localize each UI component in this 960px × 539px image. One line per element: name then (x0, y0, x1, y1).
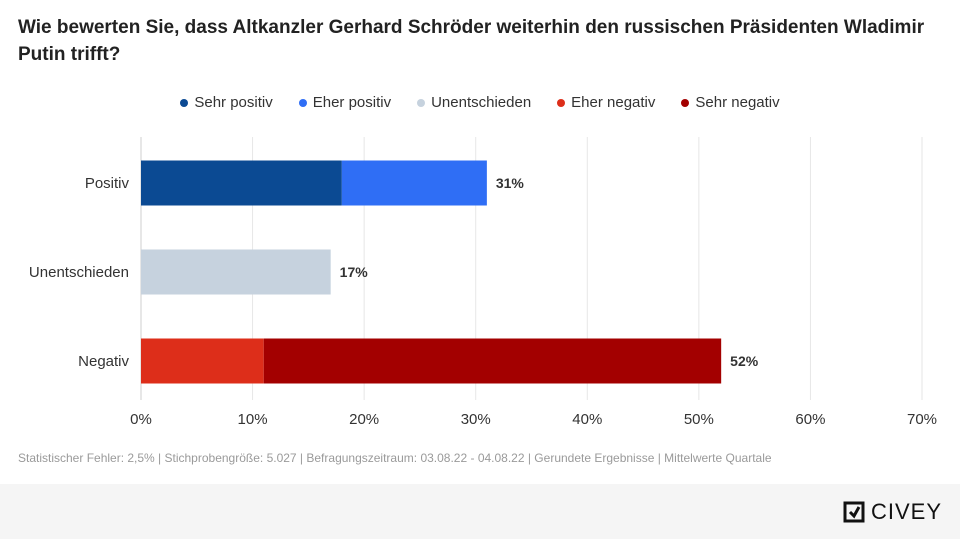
legend-item-sehr-negativ[interactable]: Sehr negativ (681, 94, 780, 111)
legend: Sehr positiv Eher positiv Unentschieden … (0, 94, 960, 111)
legend-swatch (417, 98, 426, 107)
data-label: 17% (340, 264, 369, 280)
legend-label: Sehr negativ (695, 94, 780, 111)
x-tick-label: 20% (349, 411, 379, 428)
category-label: Unentschieden (29, 264, 129, 281)
legend-item-eher-positiv[interactable]: Eher positiv (298, 94, 392, 111)
category-label: Positiv (85, 175, 130, 192)
legend-item-sehr-positiv[interactable]: Sehr positiv (180, 94, 273, 111)
legend-swatch (298, 98, 307, 107)
bar-chart: 0% 10% 20% 30% 40% 50% 60% 70% Positiv 31% Unentsc… (29, 137, 937, 428)
chart-title: Wie bewerten Sie, dass Altkanzler Gerhar… (18, 17, 925, 65)
data-label: 52% (730, 353, 759, 369)
bar-segment (263, 338, 722, 384)
civey-logo-text: CIVEY (870, 499, 942, 524)
bar-segment (141, 249, 331, 295)
bar-segment (141, 338, 264, 384)
legend-label: Eher negativ (571, 94, 656, 111)
legend-swatch (180, 98, 189, 107)
civey-logo[interactable]: CIVEY (843, 499, 942, 525)
legend-label: Unentschieden (431, 94, 532, 111)
x-tick-label: 70% (907, 411, 937, 428)
data-label: 31% (496, 175, 525, 191)
civey-logo-icon (843, 501, 865, 523)
footnote: Statistischer Fehler: 2,5% | Stichproben… (18, 451, 772, 465)
legend-swatch (681, 98, 690, 107)
legend-label: Sehr positiv (194, 94, 273, 111)
x-tick-label: 50% (684, 411, 714, 428)
category-label: Negativ (78, 353, 129, 370)
footer: CIVEY (0, 484, 960, 539)
legend-item-eher-negativ[interactable]: Eher negativ (557, 94, 655, 111)
bar-segment (341, 160, 487, 206)
bar-segment (141, 160, 342, 206)
x-tick-label: 30% (461, 411, 491, 428)
x-tick-label: 60% (795, 411, 825, 428)
x-tick-label: 0% (130, 411, 152, 428)
x-tick-label: 10% (238, 411, 268, 428)
legend-swatch (557, 98, 566, 107)
legend-item-unentschieden[interactable]: Unentschieden (417, 94, 531, 111)
x-tick-label: 40% (572, 411, 602, 428)
legend-label: Eher positiv (312, 94, 392, 111)
